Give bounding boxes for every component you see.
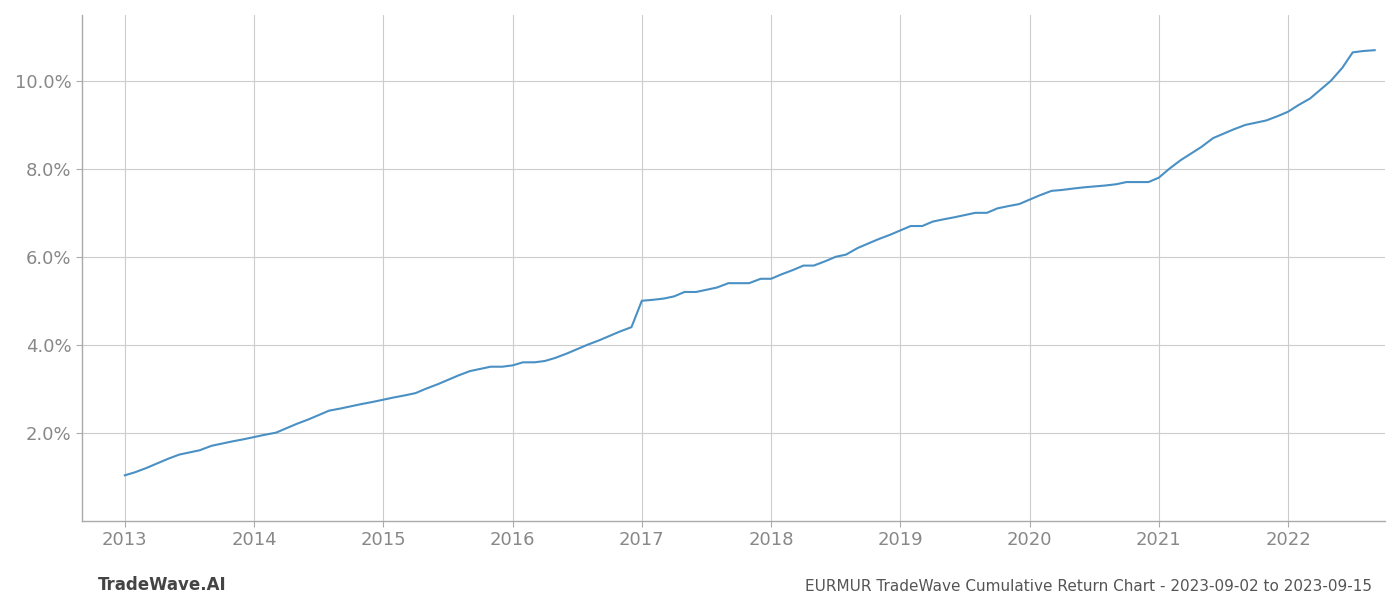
Text: TradeWave.AI: TradeWave.AI [98,576,227,594]
Text: EURMUR TradeWave Cumulative Return Chart - 2023-09-02 to 2023-09-15: EURMUR TradeWave Cumulative Return Chart… [805,579,1372,594]
